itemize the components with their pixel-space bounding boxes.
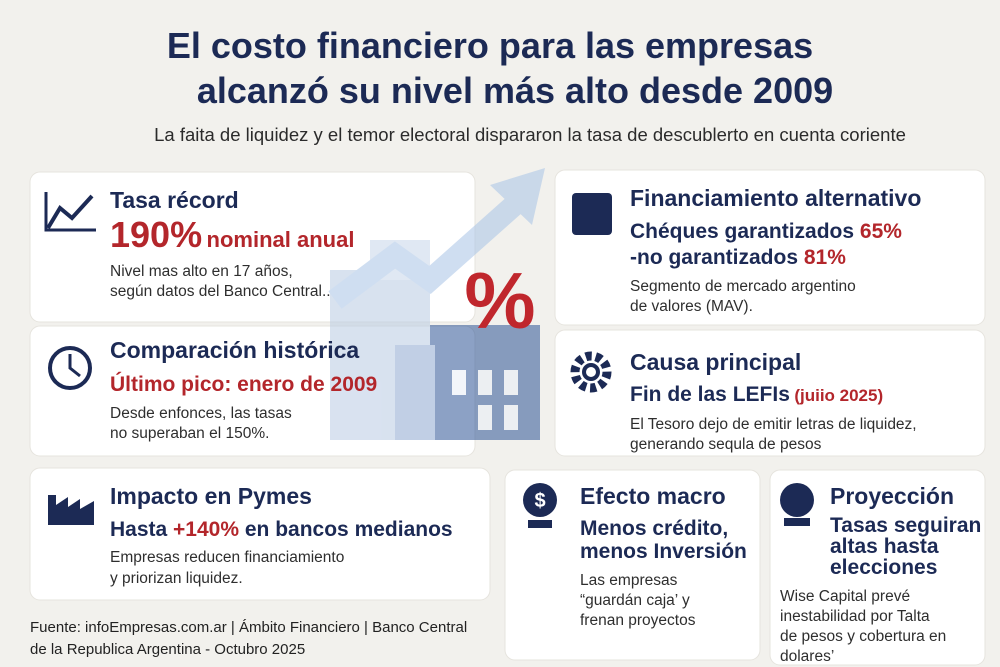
card xyxy=(769,469,986,666)
card-body: El Tesoro dejo de emitir letras de liqui… xyxy=(630,416,917,433)
percent-symbol: % xyxy=(464,256,535,345)
highlight-date: (juiio 2025) xyxy=(794,386,883,405)
highlight-number: 81% xyxy=(804,246,846,269)
icon-clock xyxy=(48,346,92,390)
illustration xyxy=(328,168,545,440)
decoration xyxy=(478,405,492,430)
card-title: Efecto macro xyxy=(580,483,726,509)
highlight-text: en bancos medianos xyxy=(245,518,453,541)
card-body: no superaban el 150%. xyxy=(110,425,269,442)
building xyxy=(395,345,435,440)
card xyxy=(29,467,491,601)
decoration xyxy=(452,370,466,395)
highlight-text: -no garantizados xyxy=(630,246,798,269)
highlight-number: 190% xyxy=(110,214,202,255)
card-body: de valores (MAV). xyxy=(630,298,753,315)
icon-coin xyxy=(523,483,557,517)
card-body: inestabilidad por Talta xyxy=(780,608,930,625)
icon-chart-axis xyxy=(44,192,96,232)
highlight-text: Chéques garantizados xyxy=(630,220,854,243)
card-title: Comparación histórica xyxy=(110,337,359,363)
icon-calculator xyxy=(572,193,612,235)
card-highlight: elecciones xyxy=(830,556,937,579)
arrow-head xyxy=(490,168,545,225)
highlight-text: nominal anual xyxy=(207,227,355,252)
icon-base xyxy=(528,520,552,528)
icon-factory xyxy=(48,495,94,525)
card-body: según datos del Banco Central.. xyxy=(110,283,331,300)
card xyxy=(554,169,986,326)
card-body: Nivel mas alto en 17 años, xyxy=(110,263,293,280)
card-title: Tasa récord xyxy=(110,187,239,213)
card-body: frenan proyectos xyxy=(580,612,696,629)
decoration xyxy=(504,405,518,430)
card-title: Proyección xyxy=(830,483,954,509)
card-body: Segmento de mercado argentino xyxy=(630,278,856,295)
icon-base xyxy=(784,518,810,526)
card-body: dolares’ xyxy=(780,648,834,665)
card-highlight: Tasas seguiran xyxy=(830,514,981,537)
card-highlight: Hasta +140% en bancos medianos xyxy=(110,518,453,541)
card-body: de pesos y cobertura en xyxy=(780,628,946,645)
card-highlight: altas hasta xyxy=(830,535,939,558)
card-highlight: 190% nominal anual xyxy=(110,214,354,255)
card-body: “guardán caja’ y xyxy=(580,592,690,609)
card-body: Desde enfonces, las tasas xyxy=(110,405,292,422)
trend-arrow xyxy=(328,191,528,309)
card-body: Wise Capital prevé xyxy=(780,588,910,605)
windows xyxy=(452,370,518,430)
card-title: Impacto en Pymes xyxy=(110,483,312,509)
highlight-text: Hasta xyxy=(110,518,168,541)
card-body: Las empresas xyxy=(580,572,678,589)
title-line: alcanzó su nivel más alto desde 2009 xyxy=(197,70,833,111)
card-body: y priorizan liquidez. xyxy=(110,570,243,587)
icon-clock-hands xyxy=(68,354,81,378)
subtitle: La faita de liquidez y el temor electora… xyxy=(154,124,906,145)
card-highlight: Menos crédito, xyxy=(580,517,728,540)
title-line: El costo financiero para las empresas xyxy=(167,25,813,66)
card-title: Causa principal xyxy=(630,349,801,375)
icon-chart xyxy=(46,194,94,230)
card-title: Financiamiento alternativo xyxy=(630,185,921,211)
card-highlight: Fin de las LEFIs (juiio 2025) xyxy=(630,383,883,406)
card-highlight: menos Inversión xyxy=(580,540,747,563)
card xyxy=(554,329,986,457)
card-highlight: -no garantizados 81% xyxy=(630,246,846,269)
card-body: Empresas reducen financiamiento xyxy=(110,549,344,566)
icon-gear xyxy=(570,351,612,393)
highlight-text: Fin de las LEFIs xyxy=(630,383,790,406)
source: Fuente: infoEmpresas.com.ar | Ámbito Fin… xyxy=(30,619,467,636)
card-highlight: Último pico: enero de 2009 xyxy=(110,372,377,396)
decoration xyxy=(478,370,492,395)
decoration xyxy=(504,370,518,395)
card-body: generando sequla de pesos xyxy=(630,436,822,453)
card xyxy=(504,469,761,661)
card-highlight: Chéques garantizados 65% xyxy=(630,220,902,243)
icon-dollar: $ xyxy=(534,490,545,512)
highlight-number: +140% xyxy=(173,518,239,541)
icon-crystal-ball xyxy=(780,483,814,517)
icon-gear-hub xyxy=(582,363,600,381)
highlight-number: 65% xyxy=(860,220,902,243)
source: de la Republica Argentina - Octubro 2025 xyxy=(30,641,305,658)
